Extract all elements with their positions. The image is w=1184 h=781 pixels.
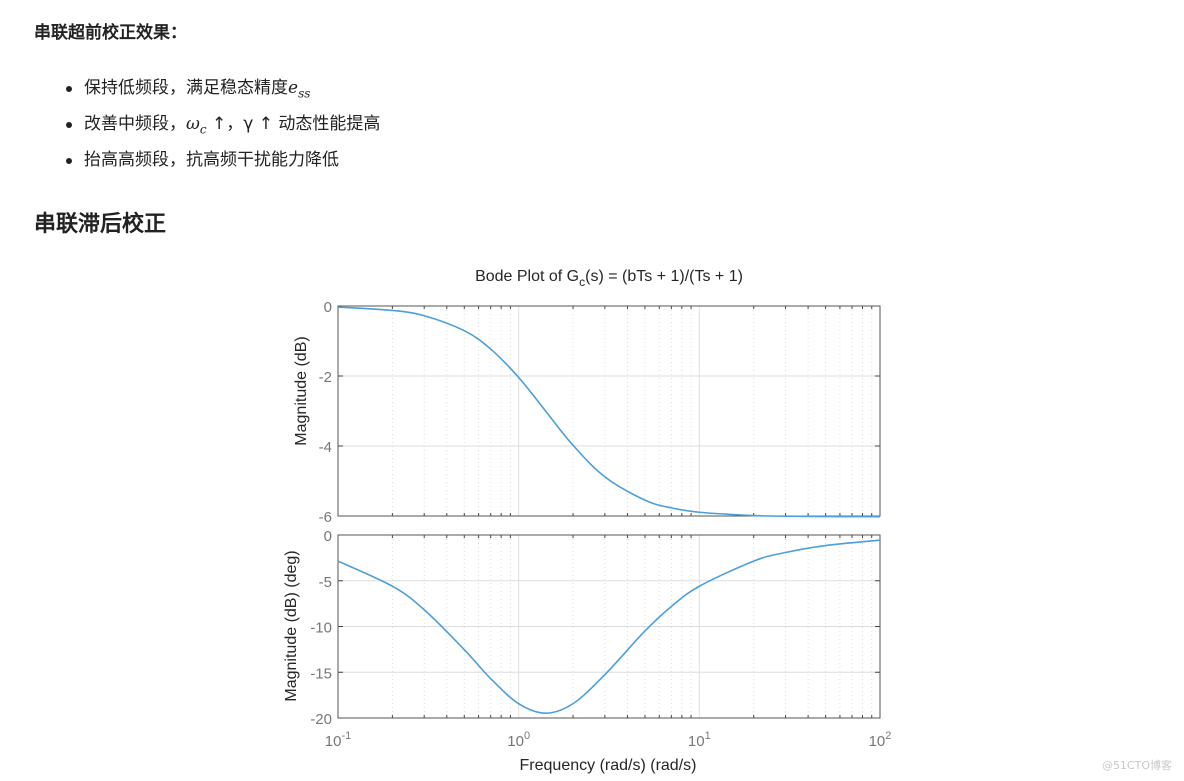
subheading: 串联滞后校正 (34, 212, 167, 237)
bullet-tail: ↑，γ ↑ 动态性能提高 (206, 114, 381, 134)
axes-frame (337, 534, 881, 719)
watermark: @51CTO博客 (1101, 759, 1172, 772)
magnitude-axes: 0 -2 -4 -6 (319, 299, 881, 526)
tick-base: 10 (869, 733, 886, 750)
x-tick-label: 10-1 (325, 730, 351, 750)
tick-base: 10 (688, 733, 705, 750)
math-var: ω (186, 114, 200, 134)
phase-ylabel: Magnitude (dB) (deg) (283, 550, 300, 701)
bullet-text: 改善中频段， (84, 114, 186, 134)
bullet-text: 保持低频段，满足稳态精度 (84, 78, 288, 98)
bullet-list: 保持低频段，满足稳态精度ess 改善中频段，ωc ↑，γ ↑ 动态性能提高 抬高… (64, 74, 380, 182)
y-tick-label: -2 (319, 369, 332, 386)
bullet-text: 抬高高频段，抗高频干扰能力降低 (84, 150, 339, 170)
tick-exponent: 0 (524, 730, 530, 742)
y-tick-label: -20 (310, 711, 332, 728)
tick-exponent: 2 (885, 730, 891, 742)
tick-exponent: 1 (705, 730, 711, 742)
list-item: 保持低频段，满足稳态精度ess (64, 74, 380, 110)
series-line (337, 539, 881, 714)
x-axis-label: Frequency (rad/s) (rad/s) (520, 757, 697, 774)
x-tick-label: 102 (869, 730, 892, 750)
tick-exponent: -1 (341, 730, 351, 742)
y-tick-label: 0 (324, 528, 332, 545)
axes-frame (337, 305, 881, 517)
y-tick-label: -10 (310, 620, 332, 637)
x-tick-label: 101 (688, 730, 711, 750)
tick-base: 10 (325, 733, 342, 750)
y-tick-label: -5 (319, 574, 332, 591)
chart-title: Bode Plot of Gc(s) = (bTs + 1)/(Ts + 1) (475, 268, 743, 289)
series-line (337, 306, 881, 518)
y-tick-label: 0 (324, 299, 332, 316)
list-item: 抬高高频段，抗高频干扰能力降低 (64, 146, 380, 182)
plot-area (338, 306, 880, 516)
x-tick-label: 100 (507, 730, 530, 750)
math-var: e (288, 78, 299, 98)
math-sub: ss (298, 86, 311, 101)
section-heading: 串联超前校正效果： (34, 23, 187, 43)
y-tick-label: -6 (319, 509, 332, 526)
tick-base: 10 (507, 733, 524, 750)
list-item: 改善中频段，ωc ↑，γ ↑ 动态性能提高 (64, 110, 380, 146)
magnitude-ylabel: Magnitude (dB) (293, 336, 310, 445)
y-tick-label: -15 (310, 665, 332, 682)
math-symbol: ωc (186, 114, 207, 137)
y-tick-label: -4 (319, 439, 332, 456)
math-sub: c (199, 122, 207, 137)
math-symbol: ess (288, 78, 311, 101)
